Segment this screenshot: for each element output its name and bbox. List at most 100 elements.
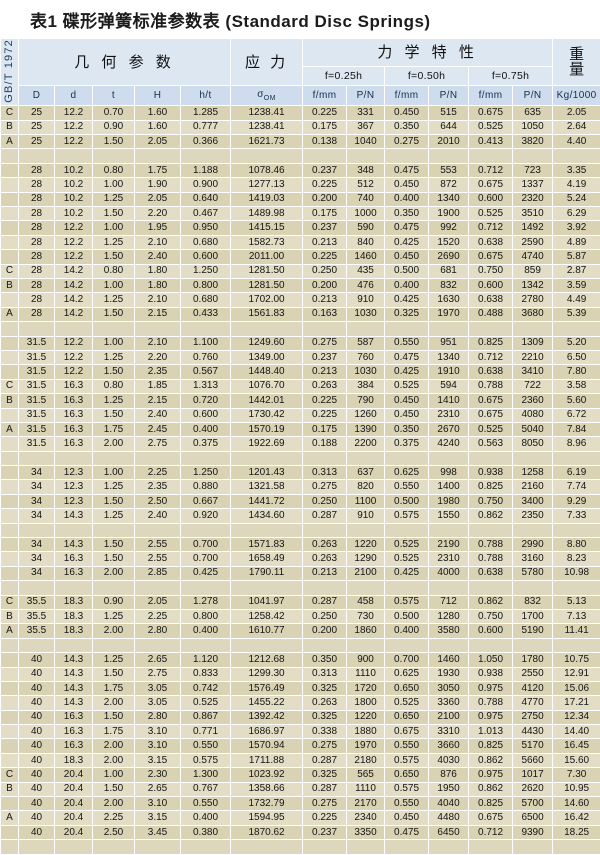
group-separator-cell [181, 523, 231, 537]
row-h-over-t: 0.742 [181, 681, 231, 695]
row-p-025h: 587 [347, 336, 385, 350]
table-footer-cell [553, 840, 600, 854]
row-sigma: 1238.41 [231, 106, 303, 120]
group-separator-cell [231, 451, 303, 465]
row-f-075h: 0.638 [469, 293, 513, 307]
row-sigma: 1212.68 [231, 653, 303, 667]
row-t: 1.00 [93, 336, 135, 350]
group-separator-cell [1, 149, 19, 163]
group-separator-cell [55, 149, 93, 163]
row-h-over-t: 0.771 [181, 725, 231, 739]
row-f-025h: 0.350 [303, 653, 347, 667]
row-p-050h: 4000 [429, 566, 469, 580]
group-separator-cell [385, 322, 429, 336]
group-separator-cell [1, 322, 19, 336]
row-f-025h: 0.213 [303, 293, 347, 307]
row-f-075h: 0.563 [469, 437, 513, 451]
row-p-025h: 331 [347, 106, 385, 120]
row-p-075h: 2160 [513, 480, 553, 494]
row-p-075h: 1258 [513, 466, 553, 480]
row-p-050h: 1400 [429, 480, 469, 494]
row-p-050h: 4240 [429, 437, 469, 451]
row-f-025h: 0.175 [303, 422, 347, 436]
group-separator-cell [429, 149, 469, 163]
group-separator-cell [231, 581, 303, 595]
row-p-025h: 1970 [347, 739, 385, 753]
row-p-075h: 635 [513, 106, 553, 120]
row-t: 0.90 [93, 120, 135, 134]
row-h-over-t: 0.700 [181, 552, 231, 566]
row-f-050h: 0.425 [385, 365, 429, 379]
row-weight: 4.40 [553, 135, 600, 149]
row-d: 12.2 [55, 336, 93, 350]
row-sigma: 1023.92 [231, 768, 303, 782]
group-separator-cell [135, 322, 181, 336]
row-f-025h: 0.225 [303, 250, 347, 264]
row-class: B [1, 609, 19, 623]
row-p-025h: 1030 [347, 365, 385, 379]
row-H: 2.40 [135, 250, 181, 264]
row-h-over-t: 0.550 [181, 739, 231, 753]
group-separator-cell [469, 523, 513, 537]
group-separator-cell [181, 638, 231, 652]
row-t: 1.50 [93, 710, 135, 724]
row-t: 0.70 [93, 106, 135, 120]
row-sigma: 1349.00 [231, 350, 303, 364]
row-class [1, 437, 19, 451]
row-p-050h: 553 [429, 163, 469, 177]
row-weight: 12.34 [553, 710, 600, 724]
row-p-025h: 458 [347, 595, 385, 609]
row-f-050h: 0.550 [385, 739, 429, 753]
row-class [1, 681, 19, 695]
group-separator-cell [1, 638, 19, 652]
row-p-025h: 1390 [347, 422, 385, 436]
row-H: 3.05 [135, 696, 181, 710]
row-p-075h: 832 [513, 595, 553, 609]
